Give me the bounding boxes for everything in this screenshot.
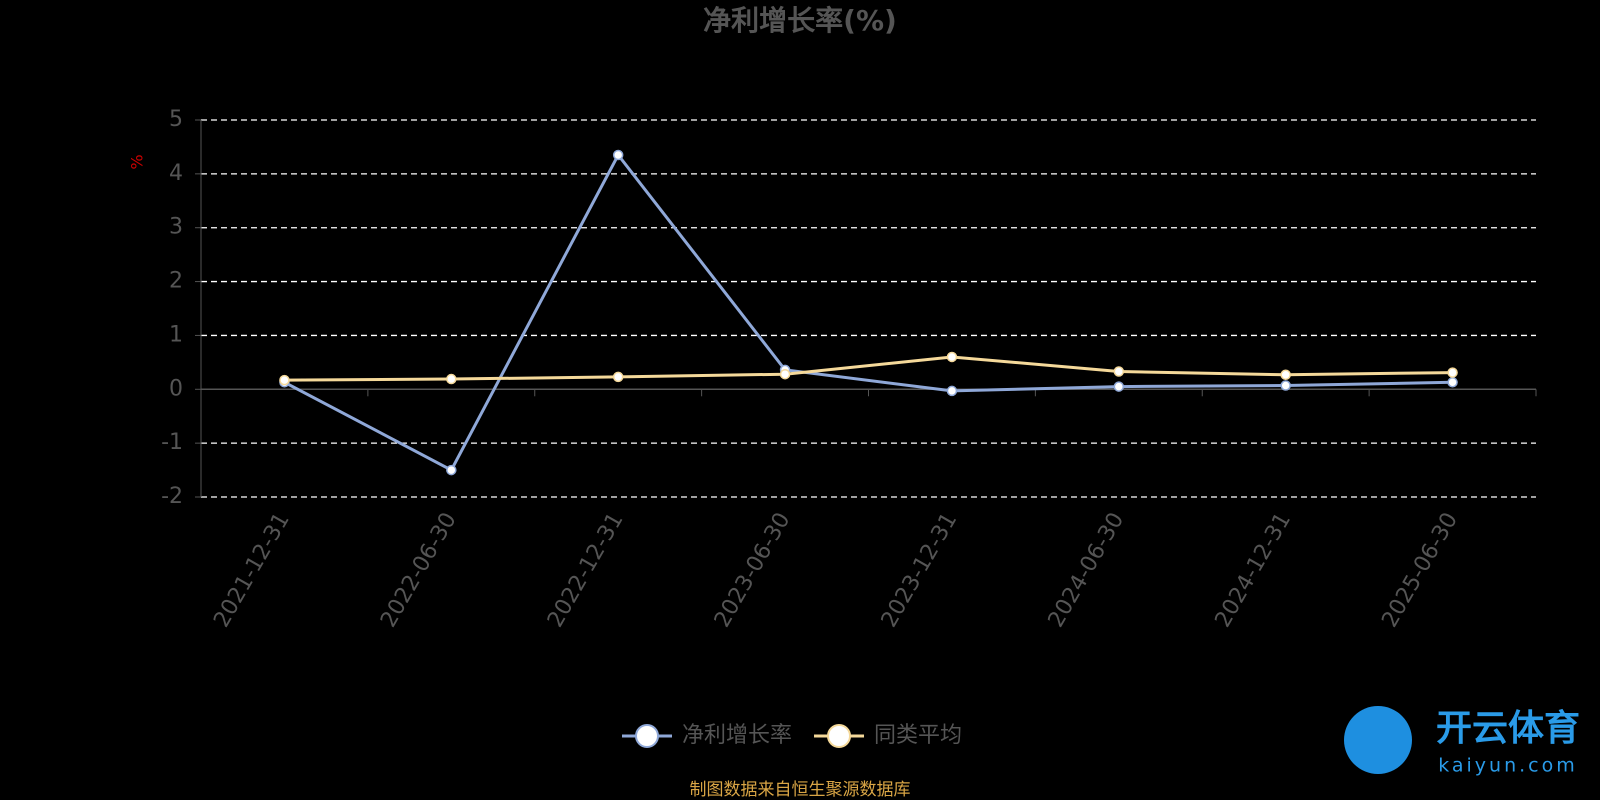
y-tick-label: 1 bbox=[169, 322, 183, 347]
y-axis-label: % bbox=[128, 154, 147, 169]
data-point bbox=[1280, 380, 1291, 391]
legend-label: 净利增长率 bbox=[682, 723, 792, 748]
y-tick-label: -1 bbox=[161, 430, 183, 455]
data-point bbox=[612, 371, 624, 383]
data-point bbox=[1280, 369, 1291, 380]
legend-item: 同类平均 bbox=[814, 723, 962, 748]
series-line bbox=[284, 355, 1453, 382]
data-point bbox=[446, 464, 457, 476]
y-tick-label: 4 bbox=[169, 161, 183, 186]
y-tick-label: 3 bbox=[169, 215, 183, 240]
data-point bbox=[279, 374, 290, 386]
legend-marker bbox=[827, 724, 852, 748]
data-point bbox=[1447, 377, 1458, 388]
watermark-logo bbox=[1344, 706, 1412, 774]
chart-title: 净利增长率(%) bbox=[703, 4, 897, 37]
legend-item: 净利增长率 bbox=[622, 723, 792, 748]
y-tick-label: -2 bbox=[161, 484, 183, 509]
data-point bbox=[779, 368, 791, 380]
data-point bbox=[946, 351, 958, 363]
data-point bbox=[612, 149, 624, 161]
legend-label: 同类平均 bbox=[874, 723, 962, 748]
watermark-brand: 开云体育 bbox=[1436, 708, 1580, 749]
data-point bbox=[1113, 381, 1125, 392]
series-line bbox=[283, 152, 1453, 473]
y-tick-label: 2 bbox=[169, 269, 183, 294]
legend-marker bbox=[635, 724, 659, 748]
data-point bbox=[1447, 367, 1458, 378]
data-point bbox=[946, 385, 958, 397]
watermark: 开云体育 kaiyun.com bbox=[1344, 706, 1580, 777]
watermark-site: kaiyun.com bbox=[1438, 755, 1578, 777]
source-note: 制图数据来自恒生聚源数据库 bbox=[690, 780, 911, 800]
y-tick-label: 5 bbox=[169, 107, 183, 132]
y-tick-label: 0 bbox=[169, 376, 183, 401]
data-point bbox=[1113, 366, 1125, 377]
data-point bbox=[446, 373, 457, 385]
